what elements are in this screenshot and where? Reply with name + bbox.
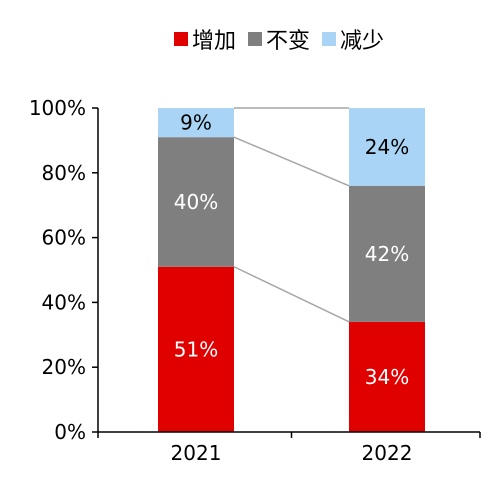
y-tick-label-5: 100% bbox=[29, 96, 86, 120]
x-tick-label-2021: 2021 bbox=[171, 441, 222, 465]
bar-2022-series-2 bbox=[349, 108, 425, 186]
legend-label-1: 不变 bbox=[266, 29, 310, 54]
y-tick-label-4: 80% bbox=[42, 161, 86, 185]
data-label-2021-series-2: 9% bbox=[180, 111, 212, 135]
y-tick-label-3: 60% bbox=[42, 226, 86, 250]
data-label-2022-series-2: 24% bbox=[365, 135, 409, 159]
data-label-2021-series-1: 40% bbox=[174, 190, 218, 214]
x-tick-label-2022: 2022 bbox=[362, 441, 413, 465]
data-label-2022-series-0: 34% bbox=[365, 365, 409, 389]
bar-2021-series-1 bbox=[158, 137, 234, 267]
axes: 0% 20% 40% 60% 80% 100% 2021 2022 bbox=[29, 96, 481, 465]
connector-lines bbox=[233, 107, 350, 323]
connector-line-1 bbox=[233, 136, 350, 187]
data-labels: 51% 40% 9% 34% 42% 24% bbox=[174, 111, 409, 389]
y-tick-label-2: 40% bbox=[42, 290, 86, 314]
legend: 增加 不变 减少 bbox=[174, 29, 384, 54]
legend-swatch-1 bbox=[248, 32, 262, 46]
legend-label-0: 增加 bbox=[192, 29, 236, 54]
bar-2021-series-0 bbox=[158, 266, 234, 432]
bar-2021-series-2 bbox=[158, 108, 234, 138]
y-tick-label-1: 20% bbox=[42, 355, 86, 379]
bar-2022-series-1 bbox=[349, 185, 425, 322]
data-label-2022-series-1: 42% bbox=[365, 242, 409, 266]
y-tick-label-0: 0% bbox=[54, 420, 86, 444]
legend-swatch-0 bbox=[174, 32, 188, 46]
connector-line-0 bbox=[233, 266, 350, 323]
bars bbox=[158, 108, 425, 432]
legend-label-2: 减少 bbox=[340, 29, 384, 54]
data-label-2021-series-0: 51% bbox=[174, 337, 218, 361]
legend-swatch-2 bbox=[322, 32, 336, 46]
bar-2022-series-0 bbox=[349, 321, 425, 432]
